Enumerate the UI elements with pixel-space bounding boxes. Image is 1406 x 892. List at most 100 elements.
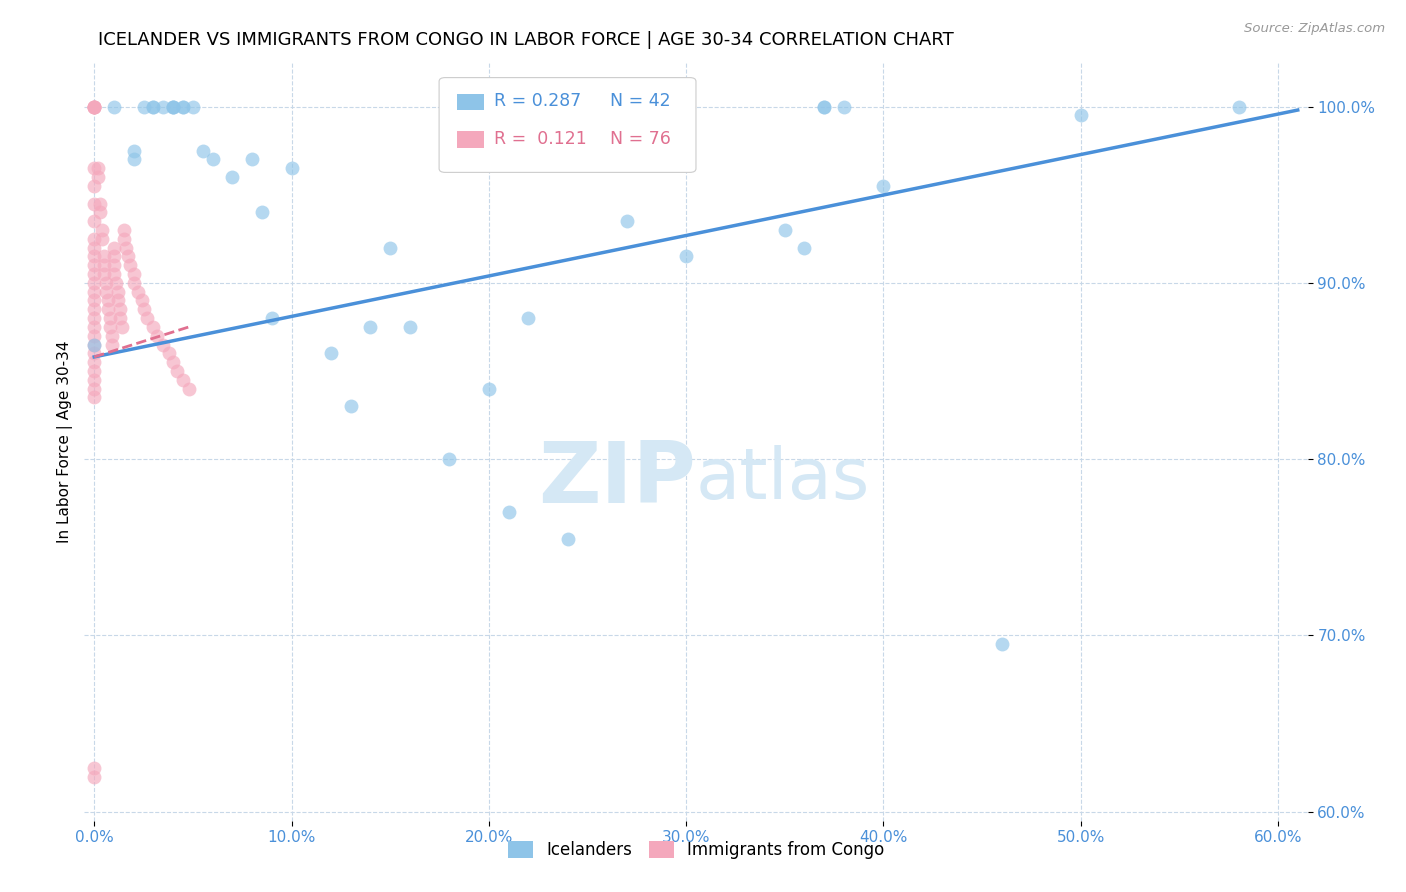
Point (773, 223, 796, 237)
Point (93, 249, 115, 263)
Text: N = 76: N = 76 (610, 130, 671, 148)
Point (616, 214, 638, 228)
Point (162, 99, 184, 113)
Point (152, 337, 174, 351)
Point (793, 241, 815, 255)
Text: N = 42: N = 42 (610, 92, 671, 110)
Point (83, 161, 105, 176)
Point (83, 337, 105, 351)
Point (83, 761, 105, 775)
Point (142, 99, 165, 113)
Point (181, 99, 204, 113)
Text: Source: ZipAtlas.com: Source: ZipAtlas.com (1244, 22, 1385, 36)
Point (498, 505, 520, 519)
Point (127, 285, 149, 299)
Point (122, 153, 145, 167)
Point (172, 373, 194, 387)
Point (94, 276, 117, 290)
Point (177, 382, 200, 396)
Point (83, 249, 105, 263)
Point (339, 399, 361, 413)
Point (152, 99, 174, 113)
Point (83, 258, 105, 272)
Point (97, 293, 120, 308)
Point (94, 285, 117, 299)
Point (83, 276, 105, 290)
Point (111, 320, 134, 334)
Point (131, 293, 153, 308)
Point (142, 320, 165, 334)
Point (136, 311, 159, 326)
Point (83, 99, 105, 113)
Point (89, 196, 111, 211)
Point (83, 99, 105, 113)
Point (122, 276, 145, 290)
Text: atlas: atlas (696, 445, 870, 514)
Point (87, 161, 110, 176)
Point (166, 364, 188, 378)
Point (83, 99, 105, 113)
Point (112, 223, 135, 237)
Text: ICELANDER VS IMMIGRANTS FROM CONGO IN LABOR FORCE | AGE 30-34 CORRELATION CHART: ICELANDER VS IMMIGRANTS FROM CONGO IN LA… (98, 31, 955, 49)
Point (162, 99, 184, 113)
Point (83, 285, 105, 299)
Point (103, 99, 125, 113)
Point (172, 99, 194, 113)
Point (83, 373, 105, 387)
Point (280, 161, 302, 176)
Point (191, 144, 214, 158)
Point (83, 241, 105, 255)
Point (83, 391, 105, 405)
Bar (457, 131, 484, 148)
Point (146, 328, 169, 343)
Point (201, 153, 224, 167)
Legend: Icelanders, Immigrants from Congo: Icelanders, Immigrants from Congo (501, 834, 891, 865)
Point (104, 276, 127, 290)
Point (380, 241, 402, 255)
Point (89, 205, 111, 219)
Point (157, 346, 180, 360)
Point (359, 320, 381, 334)
Point (108, 302, 131, 317)
Y-axis label: In Labor Force | Age 30-34: In Labor Force | Age 30-34 (58, 340, 73, 543)
Point (991, 637, 1014, 651)
Point (117, 249, 139, 263)
Point (91, 223, 114, 237)
Point (250, 205, 273, 219)
Point (83, 355, 105, 369)
Point (517, 311, 540, 326)
Point (221, 169, 243, 184)
Point (122, 267, 145, 281)
Point (813, 99, 835, 113)
Text: ZIP: ZIP (538, 438, 696, 521)
Point (91, 232, 114, 246)
Point (142, 99, 165, 113)
Point (132, 99, 155, 113)
Point (103, 258, 125, 272)
Point (557, 532, 579, 546)
Point (260, 311, 283, 326)
Point (98, 320, 121, 334)
Point (1227, 99, 1250, 113)
Point (103, 241, 125, 255)
Point (83, 770, 105, 784)
Point (108, 311, 131, 326)
Point (83, 214, 105, 228)
Point (83, 382, 105, 396)
Bar (457, 94, 484, 111)
Point (101, 328, 124, 343)
Point (103, 267, 125, 281)
Point (478, 382, 501, 396)
Point (83, 178, 105, 193)
Point (98, 311, 121, 326)
Point (93, 267, 115, 281)
Point (172, 99, 194, 113)
Point (813, 99, 835, 113)
Point (83, 364, 105, 378)
Point (83, 346, 105, 360)
Point (83, 320, 105, 334)
Point (83, 196, 105, 211)
Point (83, 337, 105, 351)
Point (87, 169, 110, 184)
Point (399, 320, 422, 334)
